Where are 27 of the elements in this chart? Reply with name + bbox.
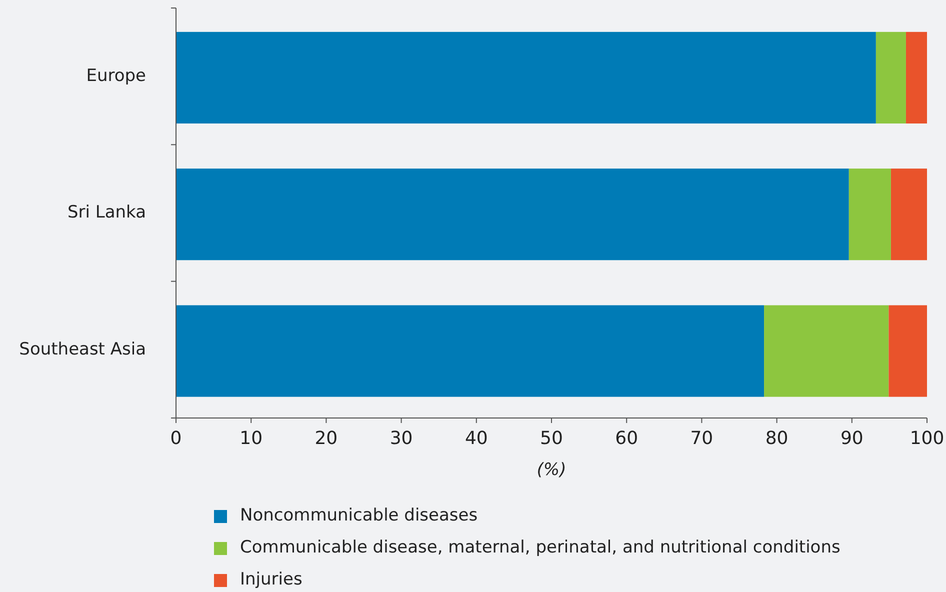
bar [764,305,889,397]
bar [848,168,891,260]
x-tick-label: 80 [765,428,788,449]
y-tick-label: Sri Lanka [67,202,146,223]
bar [888,305,927,397]
x-tick-label: 50 [540,428,563,449]
bar [906,32,927,124]
x-tick-label: 10 [240,428,263,449]
x-tick-label: 60 [615,428,638,449]
legend-label: Noncommunicable diseases [240,506,478,526]
legend-label: Injuries [240,570,302,590]
x-tick-label: 100 [910,428,944,449]
bar [890,168,927,260]
x-tick-label: 0 [170,428,182,449]
y-tick-label: Europe [86,66,146,86]
x-tick-label: 20 [314,428,338,449]
y-tick-label: Southeast Asia [19,339,146,360]
bar [176,305,764,397]
bar [876,32,906,124]
x-tick-label: 30 [390,428,413,449]
x-tick-label: 40 [464,428,488,449]
x-tick-label: 90 [840,428,864,449]
x-tick-label: 70 [690,428,714,449]
legend-label: Communicable disease, maternal, perinatal, and nutritional conditions [240,538,840,558]
x-axis-title: (%) [536,460,566,480]
bar [176,168,849,260]
bar [176,32,876,124]
